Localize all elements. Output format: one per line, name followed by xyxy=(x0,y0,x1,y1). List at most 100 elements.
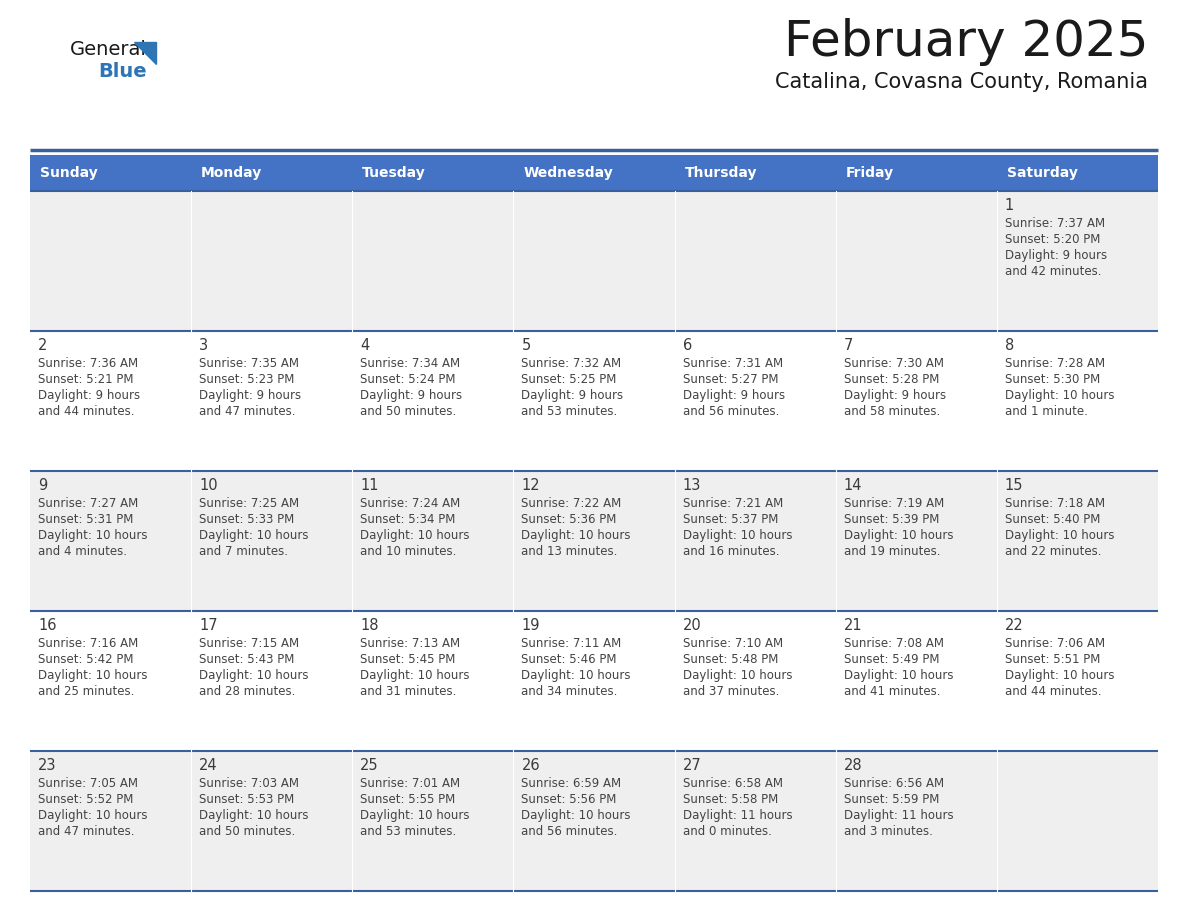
Text: Daylight: 10 hours: Daylight: 10 hours xyxy=(360,529,469,542)
Text: Sunset: 5:55 PM: Sunset: 5:55 PM xyxy=(360,793,455,806)
Text: 2: 2 xyxy=(38,338,48,353)
Text: Sunset: 5:30 PM: Sunset: 5:30 PM xyxy=(1005,373,1100,386)
Text: Daylight: 10 hours: Daylight: 10 hours xyxy=(522,809,631,822)
Bar xyxy=(513,155,675,191)
Text: 7: 7 xyxy=(843,338,853,353)
Text: Sunset: 5:31 PM: Sunset: 5:31 PM xyxy=(38,513,133,526)
Text: and 34 minutes.: and 34 minutes. xyxy=(522,685,618,698)
Text: Sunset: 5:21 PM: Sunset: 5:21 PM xyxy=(38,373,133,386)
Text: Monday: Monday xyxy=(201,166,263,180)
Text: Sunrise: 7:27 AM: Sunrise: 7:27 AM xyxy=(38,497,138,510)
Text: Daylight: 9 hours: Daylight: 9 hours xyxy=(522,389,624,402)
Text: Sunrise: 7:28 AM: Sunrise: 7:28 AM xyxy=(1005,357,1105,370)
Text: Sunset: 5:37 PM: Sunset: 5:37 PM xyxy=(683,513,778,526)
Bar xyxy=(30,331,1158,471)
Text: Daylight: 10 hours: Daylight: 10 hours xyxy=(522,669,631,682)
Text: 10: 10 xyxy=(200,478,217,493)
Text: 3: 3 xyxy=(200,338,208,353)
Bar xyxy=(30,155,191,191)
Text: Daylight: 10 hours: Daylight: 10 hours xyxy=(38,809,147,822)
Text: 12: 12 xyxy=(522,478,541,493)
Text: Daylight: 10 hours: Daylight: 10 hours xyxy=(360,669,469,682)
Text: Daylight: 10 hours: Daylight: 10 hours xyxy=(200,669,309,682)
Text: and 4 minutes.: and 4 minutes. xyxy=(38,545,127,558)
Text: Sunrise: 7:35 AM: Sunrise: 7:35 AM xyxy=(200,357,299,370)
Text: Sunset: 5:39 PM: Sunset: 5:39 PM xyxy=(843,513,939,526)
Text: Daylight: 9 hours: Daylight: 9 hours xyxy=(360,389,462,402)
Text: Daylight: 10 hours: Daylight: 10 hours xyxy=(360,809,469,822)
Text: 20: 20 xyxy=(683,618,701,633)
Text: Daylight: 9 hours: Daylight: 9 hours xyxy=(683,389,785,402)
Text: Sunset: 5:59 PM: Sunset: 5:59 PM xyxy=(843,793,939,806)
Text: Daylight: 10 hours: Daylight: 10 hours xyxy=(200,809,309,822)
Text: Daylight: 10 hours: Daylight: 10 hours xyxy=(683,529,792,542)
Text: Sunset: 5:27 PM: Sunset: 5:27 PM xyxy=(683,373,778,386)
Text: February 2025: February 2025 xyxy=(784,18,1148,66)
Bar xyxy=(835,155,997,191)
Text: Sunrise: 7:31 AM: Sunrise: 7:31 AM xyxy=(683,357,783,370)
Text: 17: 17 xyxy=(200,618,217,633)
Text: Tuesday: Tuesday xyxy=(362,166,426,180)
Text: Friday: Friday xyxy=(846,166,893,180)
Text: Sunrise: 6:58 AM: Sunrise: 6:58 AM xyxy=(683,777,783,790)
Text: Daylight: 9 hours: Daylight: 9 hours xyxy=(200,389,302,402)
Text: Thursday: Thursday xyxy=(684,166,757,180)
Text: 14: 14 xyxy=(843,478,862,493)
Text: Sunset: 5:45 PM: Sunset: 5:45 PM xyxy=(360,653,456,666)
Text: Daylight: 10 hours: Daylight: 10 hours xyxy=(1005,669,1114,682)
Text: 18: 18 xyxy=(360,618,379,633)
Text: Daylight: 10 hours: Daylight: 10 hours xyxy=(1005,529,1114,542)
Bar xyxy=(675,155,835,191)
Text: Daylight: 10 hours: Daylight: 10 hours xyxy=(38,669,147,682)
Text: 6: 6 xyxy=(683,338,691,353)
Text: Sunrise: 7:22 AM: Sunrise: 7:22 AM xyxy=(522,497,621,510)
Text: and 31 minutes.: and 31 minutes. xyxy=(360,685,456,698)
Text: General: General xyxy=(70,40,147,59)
Bar xyxy=(30,471,1158,611)
Text: 16: 16 xyxy=(38,618,57,633)
Text: Sunrise: 7:01 AM: Sunrise: 7:01 AM xyxy=(360,777,461,790)
Text: Saturday: Saturday xyxy=(1007,166,1078,180)
Text: Sunset: 5:33 PM: Sunset: 5:33 PM xyxy=(200,513,295,526)
Text: Sunset: 5:25 PM: Sunset: 5:25 PM xyxy=(522,373,617,386)
Text: Daylight: 9 hours: Daylight: 9 hours xyxy=(1005,249,1107,262)
Text: and 13 minutes.: and 13 minutes. xyxy=(522,545,618,558)
Text: Sunrise: 7:21 AM: Sunrise: 7:21 AM xyxy=(683,497,783,510)
Text: Sunset: 5:42 PM: Sunset: 5:42 PM xyxy=(38,653,133,666)
Text: Daylight: 10 hours: Daylight: 10 hours xyxy=(843,529,953,542)
Text: and 47 minutes.: and 47 minutes. xyxy=(38,825,134,838)
Bar xyxy=(353,155,513,191)
Text: Daylight: 9 hours: Daylight: 9 hours xyxy=(38,389,140,402)
Text: Sunset: 5:36 PM: Sunset: 5:36 PM xyxy=(522,513,617,526)
Bar xyxy=(191,155,353,191)
Text: and 1 minute.: and 1 minute. xyxy=(1005,405,1088,418)
Text: and 58 minutes.: and 58 minutes. xyxy=(843,405,940,418)
Text: and 19 minutes.: and 19 minutes. xyxy=(843,545,940,558)
Text: and 44 minutes.: and 44 minutes. xyxy=(38,405,134,418)
Text: Daylight: 10 hours: Daylight: 10 hours xyxy=(522,529,631,542)
Text: Sunrise: 7:36 AM: Sunrise: 7:36 AM xyxy=(38,357,138,370)
Text: Daylight: 10 hours: Daylight: 10 hours xyxy=(843,669,953,682)
Bar xyxy=(30,611,1158,751)
Text: Sunrise: 7:03 AM: Sunrise: 7:03 AM xyxy=(200,777,299,790)
Text: Sunrise: 7:32 AM: Sunrise: 7:32 AM xyxy=(522,357,621,370)
Text: Blue: Blue xyxy=(97,62,146,81)
Text: and 50 minutes.: and 50 minutes. xyxy=(200,825,296,838)
Text: Sunrise: 7:30 AM: Sunrise: 7:30 AM xyxy=(843,357,943,370)
Text: Sunrise: 6:59 AM: Sunrise: 6:59 AM xyxy=(522,777,621,790)
Bar xyxy=(30,191,1158,331)
Text: and 56 minutes.: and 56 minutes. xyxy=(683,405,779,418)
Text: Sunrise: 7:34 AM: Sunrise: 7:34 AM xyxy=(360,357,461,370)
Text: Sunrise: 7:25 AM: Sunrise: 7:25 AM xyxy=(200,497,299,510)
Text: Sunset: 5:43 PM: Sunset: 5:43 PM xyxy=(200,653,295,666)
Text: Sunrise: 7:11 AM: Sunrise: 7:11 AM xyxy=(522,637,621,650)
Text: and 0 minutes.: and 0 minutes. xyxy=(683,825,771,838)
Text: Catalina, Covasna County, Romania: Catalina, Covasna County, Romania xyxy=(775,72,1148,92)
Text: Sunrise: 7:06 AM: Sunrise: 7:06 AM xyxy=(1005,637,1105,650)
Text: and 41 minutes.: and 41 minutes. xyxy=(843,685,940,698)
Text: 28: 28 xyxy=(843,758,862,773)
Text: Sunrise: 7:13 AM: Sunrise: 7:13 AM xyxy=(360,637,461,650)
Text: Sunset: 5:23 PM: Sunset: 5:23 PM xyxy=(200,373,295,386)
Text: and 47 minutes.: and 47 minutes. xyxy=(200,405,296,418)
Text: 21: 21 xyxy=(843,618,862,633)
